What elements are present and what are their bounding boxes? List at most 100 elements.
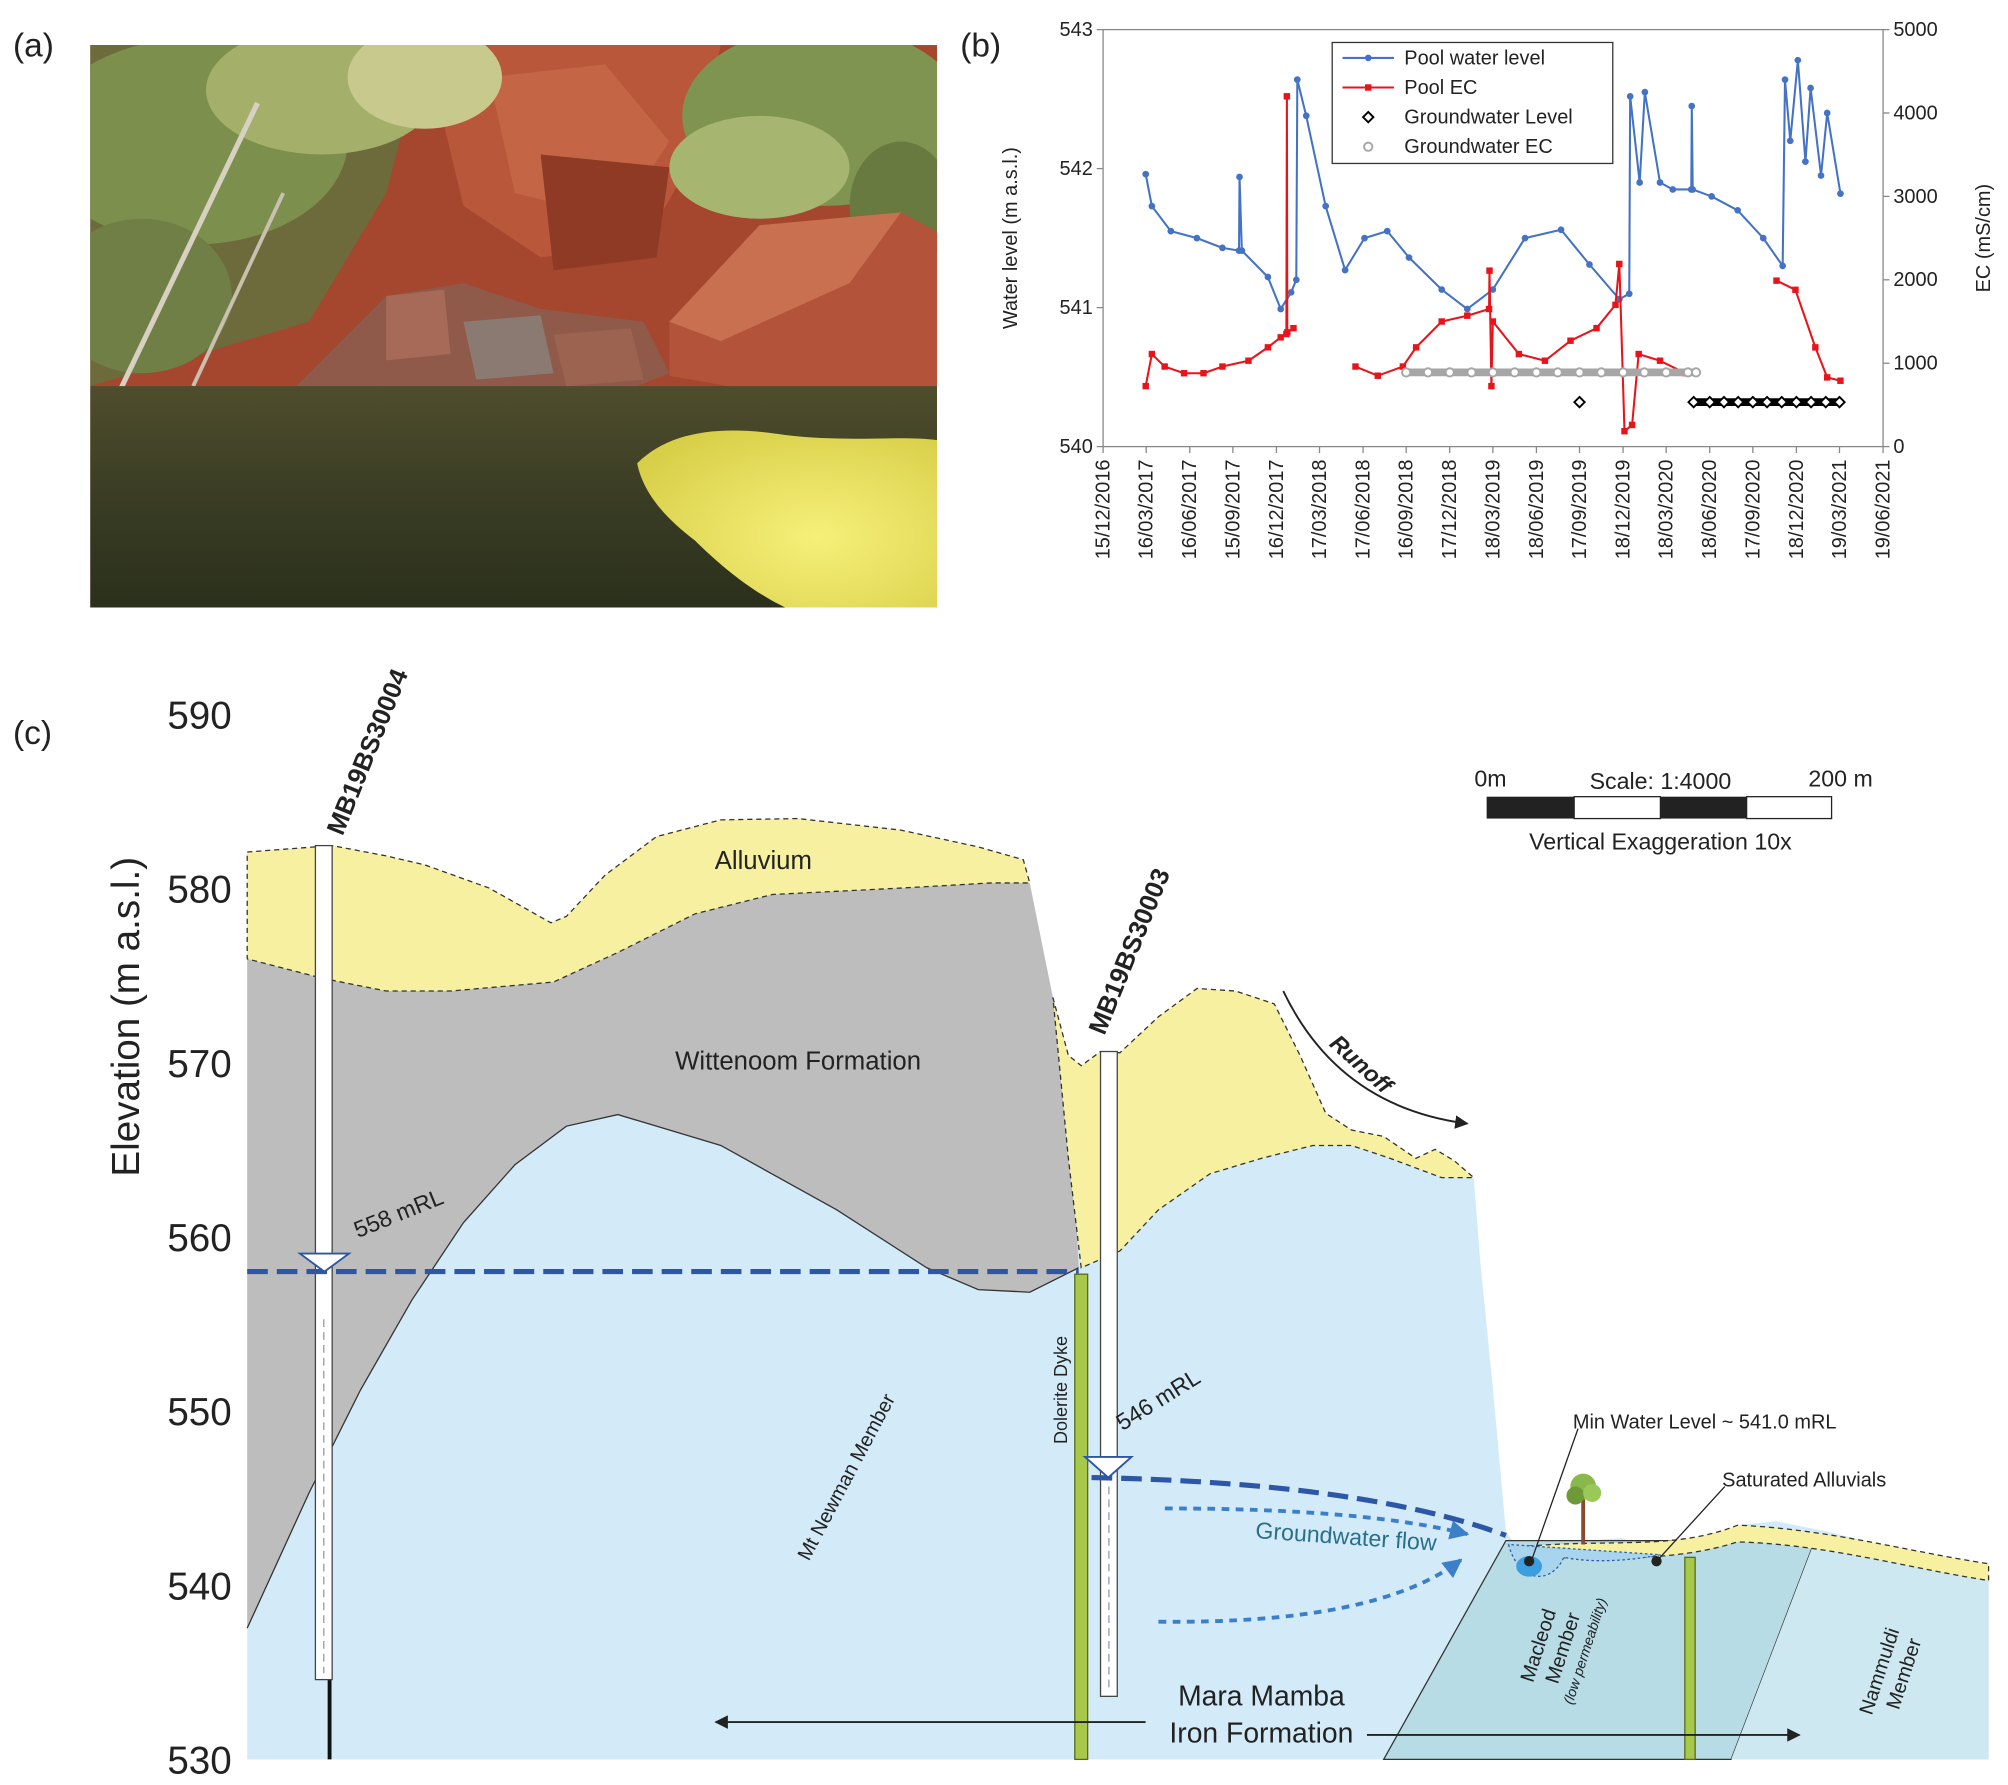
marker [1682, 367, 1694, 378]
marker [1789, 395, 1803, 409]
marker [1628, 421, 1636, 429]
marker [1352, 363, 1359, 370]
y2-tick-label: 1000 [1893, 353, 1937, 375]
marker [1383, 227, 1391, 235]
pool [1507, 1543, 1661, 1577]
panel-label: (b) [960, 28, 1001, 65]
scale-note: Vertical Exaggeration 10x [1529, 828, 1792, 854]
well-name: MB19BS30004 [322, 665, 414, 839]
marker [1180, 369, 1188, 377]
marker [1687, 395, 1701, 409]
x-tick-label: 17/09/2019 [1569, 459, 1591, 559]
annotation: Min Water Level ~ 541.0 mRL [1573, 1412, 1837, 1434]
elevation-tick-label: 570 [167, 1043, 231, 1086]
marker [1775, 395, 1789, 409]
marker [1161, 363, 1168, 370]
x-tick-label: 17/06/2018 [1353, 459, 1375, 559]
alluvium [246, 817, 1031, 992]
y-tick-label: 543 [1060, 19, 1093, 41]
scale-label: 200 m [1808, 765, 1872, 791]
marker [1760, 395, 1774, 409]
marker [1812, 344, 1819, 351]
marker [1586, 261, 1593, 268]
panel-label: (c) [13, 715, 52, 752]
marker [1669, 186, 1677, 193]
marker [1617, 367, 1629, 378]
x-tick-label: 18/06/2020 [1699, 459, 1721, 559]
marker [1574, 367, 1585, 378]
marker [1236, 173, 1243, 181]
marker [1361, 234, 1368, 242]
marker [1734, 206, 1742, 214]
legend-marker [1364, 54, 1372, 62]
legend-label: Groundwater EC [1404, 136, 1553, 158]
scale-label: 0m [1474, 765, 1506, 791]
marker [1717, 395, 1731, 409]
legend-marker [1365, 84, 1372, 91]
legend-label: Pool water level [1404, 47, 1545, 69]
wittenoom [247, 882, 1079, 1629]
marker [1292, 276, 1300, 284]
marker [1438, 318, 1445, 325]
marker [1773, 277, 1780, 284]
marker [1200, 369, 1207, 377]
marker [1488, 382, 1495, 390]
marker [1219, 244, 1226, 252]
elevation-tick-label: 550 [167, 1391, 231, 1434]
marker [1656, 357, 1664, 364]
marker [1401, 367, 1412, 378]
marker [1552, 367, 1563, 378]
marker [1463, 305, 1471, 313]
marker [1489, 286, 1497, 293]
x-tick-label: 19/06/2021 [1872, 459, 1894, 559]
marker [1148, 350, 1156, 358]
marker [1612, 301, 1619, 309]
marker [1759, 234, 1767, 242]
marker [1193, 234, 1201, 242]
marker [1635, 350, 1642, 358]
alluvium [1052, 987, 1476, 1269]
marker [1142, 382, 1149, 390]
marker [1515, 350, 1523, 358]
marker [1412, 344, 1420, 351]
marker [1148, 202, 1156, 210]
marker [1284, 329, 1291, 336]
well-name: MB19BS30003 [1084, 865, 1176, 1039]
marker [1264, 344, 1272, 351]
marker [1802, 158, 1809, 166]
elevation-tick-label: 540 [167, 1565, 231, 1608]
legend-label: Groundwater Level [1404, 107, 1572, 129]
marker [1290, 324, 1297, 332]
marker [1819, 395, 1833, 409]
x-tick-label: 16/12/2017 [1266, 459, 1288, 559]
y-axis-label: Water level (m a.s.l.) [1000, 147, 1022, 329]
marker [1264, 273, 1272, 281]
marker [1786, 137, 1794, 145]
annotation: Saturated Alluvials [1722, 1470, 1886, 1492]
x-tick-label: 18/12/2020 [1786, 459, 1808, 559]
marker [1837, 190, 1844, 197]
marker [1283, 93, 1291, 100]
unit-label: Iron Formation [1169, 1717, 1353, 1749]
marker [1817, 172, 1825, 179]
marker [1779, 262, 1787, 270]
nammuldi-block [1731, 1540, 1989, 1760]
x-tick-label: 16/06/2017 [1179, 459, 1201, 559]
legend-label: Pool EC [1404, 77, 1477, 99]
marker [1509, 367, 1520, 378]
legend-marker [1361, 110, 1375, 124]
x-tick-label: 17/12/2018 [1439, 459, 1461, 559]
marker [1167, 227, 1175, 235]
y2-tick-label: 0 [1893, 436, 1904, 458]
x-tick-label: 19/03/2021 [1829, 459, 1851, 559]
marker [1794, 56, 1802, 64]
legend-marker [1363, 141, 1374, 152]
marker [1626, 92, 1634, 100]
marker [1245, 357, 1252, 364]
marker [1531, 367, 1542, 378]
marker [1807, 84, 1814, 92]
marker [1781, 76, 1789, 83]
marker [1823, 109, 1831, 117]
marker [1487, 367, 1498, 378]
